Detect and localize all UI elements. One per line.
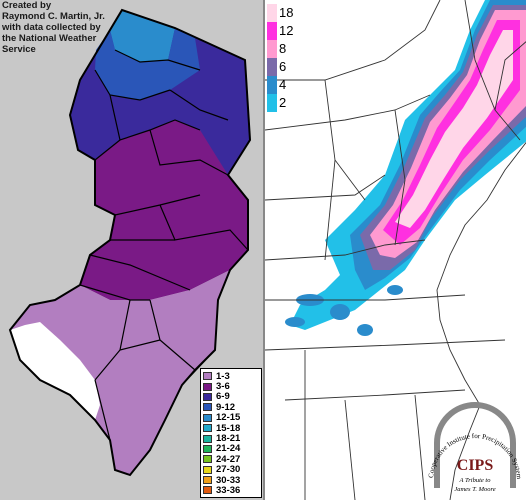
nj-legend-swatch	[203, 465, 212, 474]
nj-legend-row: 1-3	[203, 370, 259, 382]
nj-legend-row: 27-30	[203, 464, 259, 476]
ne-legend-row: 4	[267, 76, 313, 94]
nj-state-outline	[8, 8, 252, 477]
ne-zone-18	[395, 30, 513, 228]
nj-legend-row: 21-24	[203, 443, 259, 455]
credit-line-3: with data collected by	[2, 22, 101, 33]
nj-zone-none	[10, 322, 100, 420]
nj-legend-swatch	[203, 455, 212, 464]
nj-legend-row: 12-15	[203, 412, 259, 424]
nj-county-lines	[79, 49, 249, 441]
ne-legend-swatch	[267, 58, 277, 76]
cips-logo-graphic: Cooperative Institute for Precipitation …	[423, 398, 523, 493]
ne-scatter-blobs	[285, 285, 403, 336]
ne-legend-swatch	[267, 40, 277, 58]
credit-line-1: Created by	[2, 0, 52, 11]
nj-legend-row: 18-21	[203, 433, 259, 445]
ne-legend-row: 6	[267, 58, 313, 76]
nj-legend-swatch	[203, 392, 212, 401]
cips-tribute-2: James T. Moore	[454, 486, 495, 493]
nj-legend-row: 3-6	[203, 381, 259, 393]
northeast-map-graphic	[265, 0, 526, 500]
ne-legend-swatch	[267, 94, 277, 112]
nj-zone-1-3	[10, 270, 230, 475]
map-credit: Created by Raymond C. Martin, Jr. with d…	[2, 0, 132, 55]
nj-snowfall-map: Created by Raymond C. Martin, Jr. with d…	[0, 0, 263, 500]
nj-legend-row: 9-12	[203, 401, 259, 413]
nj-legend-label: 15-18	[216, 422, 241, 434]
nj-legend-label: 33-36	[216, 485, 241, 496]
nj-legend-label: 3-6	[216, 381, 230, 393]
ne-legend-label: 8	[279, 41, 287, 56]
nj-legend-swatch	[203, 382, 212, 391]
nj-legend-row: 30-33	[203, 474, 259, 486]
cips-logo: Cooperative Institute for Precipitation …	[423, 398, 526, 498]
cips-arch	[434, 402, 516, 488]
ne-legend-row: 2	[267, 94, 313, 112]
ne-legend-label: 2	[279, 95, 287, 110]
ne-legend-label: 18	[279, 5, 294, 20]
nj-legend-swatch	[203, 372, 212, 381]
ne-legend-swatch	[267, 76, 277, 94]
nj-legend-label: 18-21	[216, 433, 241, 445]
nj-zone-9-12	[95, 28, 200, 100]
nj-legend-label: 6-9	[216, 391, 230, 403]
nj-legend-row: 24-27	[203, 453, 259, 465]
nj-legend-swatch	[203, 413, 212, 422]
nj-legend-swatch	[203, 434, 212, 443]
cips-tribute-1: A Tribute to	[459, 477, 492, 484]
nj-legend-row: 15-18	[203, 422, 259, 434]
nj-legend-row: 33-36	[203, 485, 259, 496]
ne-legend: 18 12 8 6 4 2	[267, 4, 313, 112]
cips-name: CIPS	[457, 457, 494, 474]
nj-legend-swatch	[203, 476, 212, 485]
ne-legend-swatch	[267, 22, 277, 40]
nj-legend-label: 21-24	[216, 443, 241, 455]
nj-zone-3-6	[80, 120, 248, 300]
nj-legend-label: 30-33	[216, 474, 241, 486]
nj-legend-swatch	[203, 424, 212, 433]
nj-map-graphic	[8, 8, 252, 477]
credit-line-4: the National Weather	[2, 33, 97, 44]
ne-boundaries	[265, 0, 526, 500]
credit-line-5: Service	[2, 44, 36, 55]
northeast-snowfall-map: 18 12 8 6 4 2 Cooper	[263, 0, 526, 500]
nj-legend-swatch	[203, 444, 212, 453]
credit-line-2: Raymond C. Martin, Jr.	[2, 11, 105, 22]
nj-legend-swatch	[203, 403, 212, 412]
nj-legend-label: 9-12	[216, 401, 236, 413]
ne-legend-row: 12	[267, 22, 313, 40]
nj-legend-label: 24-27	[216, 453, 241, 465]
nj-legend: 1-3 3-6 6-9 9-12 12-15 15-18 18-21 21-24…	[200, 368, 262, 498]
nj-legend-label: 1-3	[216, 370, 230, 382]
ne-legend-row: 18	[267, 4, 313, 22]
ne-legend-label: 12	[279, 23, 294, 38]
ne-legend-label: 6	[279, 59, 287, 74]
nj-legend-label: 12-15	[216, 412, 241, 424]
nj-legend-row: 6-9	[203, 391, 259, 403]
ne-legend-label: 4	[279, 77, 287, 92]
ne-legend-row: 8	[267, 40, 313, 58]
nj-legend-swatch	[203, 486, 212, 495]
nj-legend-label: 27-30	[216, 464, 241, 476]
ne-legend-swatch	[267, 4, 277, 22]
